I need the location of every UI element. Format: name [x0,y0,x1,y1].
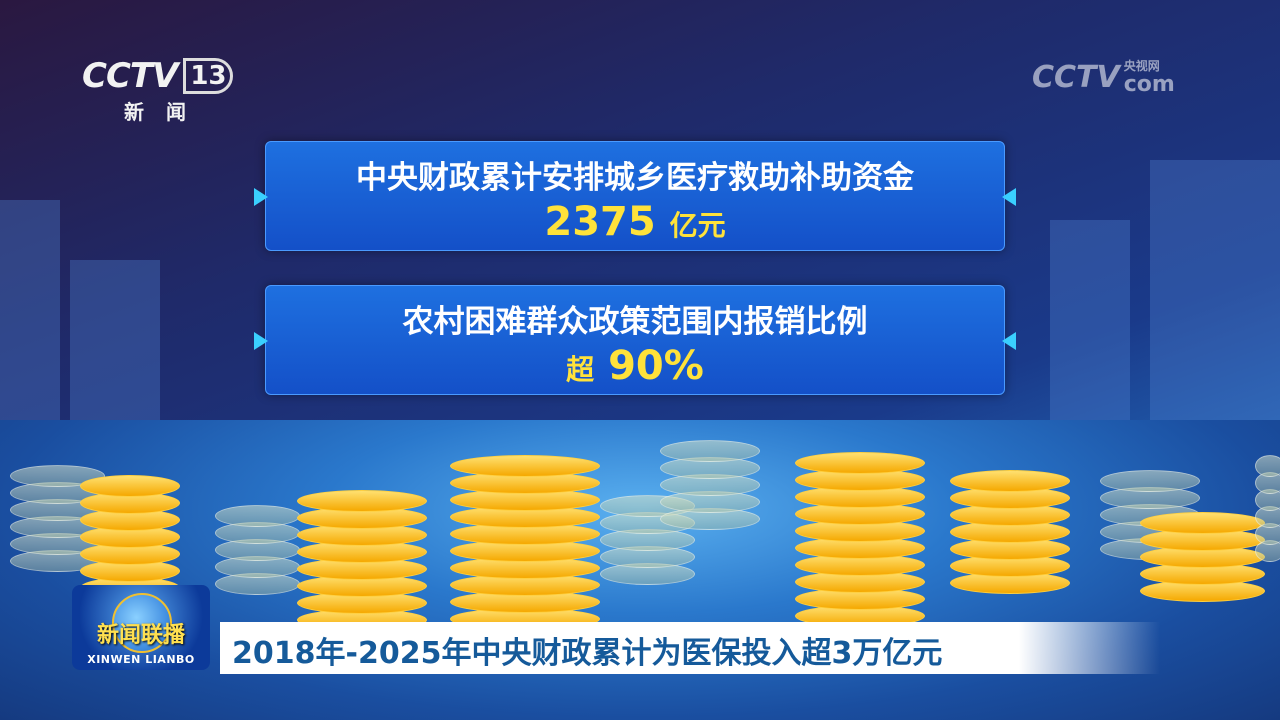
panel-title: 中央财政累计安排城乡医疗救助补助资金 [356,160,914,196]
logo-brand: CCTV [82,56,178,96]
panel-value: 2375 亿元 [266,199,1004,245]
coin [450,455,600,477]
info-panel-reimbursement: 农村困难群众政策范围内报销比例 超 90% [254,285,1016,395]
coin-stack [795,452,925,644]
coin-stack [80,475,180,616]
coin-stack [1140,512,1265,619]
background-building [1150,160,1280,430]
coin-stack [950,470,1070,611]
coin [795,452,925,474]
logo-row: CCTV 13 [82,56,234,96]
arrow-right-icon [1002,332,1016,350]
coin [1140,512,1265,534]
value-number: 90% [608,343,704,389]
arrow-left-icon [254,332,268,350]
watermark-side: 央视网 com [1124,59,1175,97]
coin [80,475,180,497]
coin [1255,455,1280,477]
watermark-name: 央视网 [1123,59,1160,73]
background-building [70,260,160,430]
logo-channel-name: 新闻 [124,100,208,124]
watermark-brand: CCTV [1032,60,1120,95]
coin-stack [1255,455,1280,579]
coin [1100,470,1200,492]
coin [950,470,1070,492]
background-building [0,200,60,430]
logo-channel-number: 13 [183,58,234,94]
coin-stack [660,440,760,547]
globe-icon [112,593,172,653]
cctv-com-watermark: CCTV 央视网 com [1032,58,1175,98]
badge-name-cn: 新闻联播 [96,623,185,648]
panel-value: 超 90% [266,343,1004,389]
coin [297,490,427,512]
watermark-domain: com [1123,72,1175,97]
info-panel-funding: 中央财政累计安排城乡医疗救助补助资金 2375 亿元 [254,141,1016,251]
panel-title: 农村困难群众政策范围内报销比例 [402,304,868,340]
xinwen-lianbo-badge: 新闻联播 XINWEN LIANBO [72,585,210,670]
value-prefix: 超 [566,353,595,386]
background-building [1050,220,1130,430]
cctv13-logo: CCTV 13 新闻 [82,56,234,125]
value-number: 2375 [544,199,656,245]
badge-name-en: XINWEN LIANBO [87,653,195,666]
caption-text: 2018年-2025年中央财政累计为医保投入超3万亿元 [232,636,943,671]
arrow-left-icon [254,188,268,206]
coin [660,440,760,462]
caption-bar: 2018年-2025年中央财政累计为医保投入超3万亿元 [220,622,1160,674]
arrow-right-icon [1002,188,1016,206]
value-unit: 亿元 [669,209,726,242]
coin-stack [215,505,300,612]
coin [215,505,300,527]
